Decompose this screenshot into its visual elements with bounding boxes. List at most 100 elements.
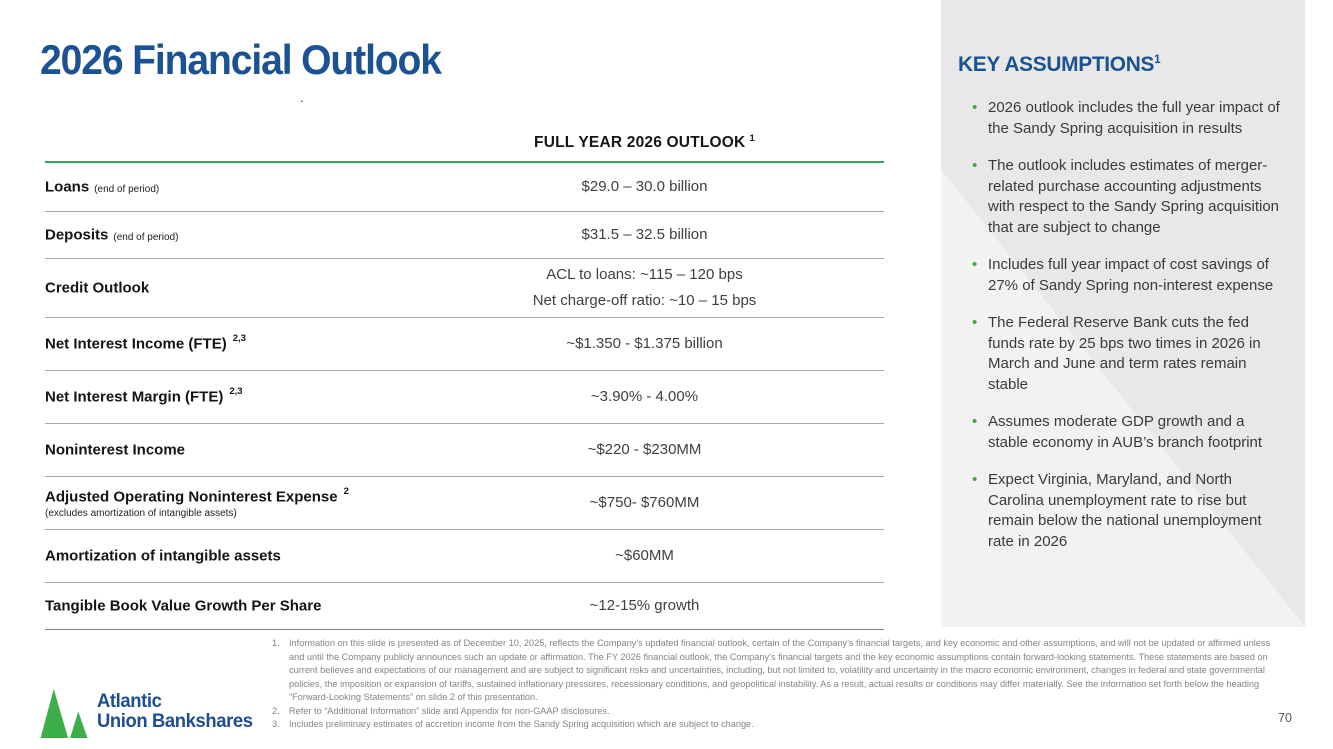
- bullet-icon: •: [972, 99, 978, 117]
- row-label-main: Adjusted Operating Noninterest Expense 2: [45, 485, 405, 506]
- footnote-ref: 1: [1154, 52, 1161, 66]
- assumption-text: Expect Virginia, Maryland, and North Car…: [988, 471, 1262, 550]
- assumption-item: • 2026 outlook includes the full year im…: [972, 98, 1285, 139]
- table-row: Net Interest Income (FTE) 2,3 ~$1.350 - $…: [45, 318, 884, 371]
- assumption-item: • Assumes moderate GDP growth and a stab…: [972, 412, 1285, 453]
- row-label: Net Interest Margin (FTE) 2,3: [45, 386, 405, 406]
- footnote-ref: 2,3: [229, 386, 243, 398]
- row-label-main: Noninterest Income: [45, 440, 405, 459]
- table-row: Deposits (end of period) $31.5 – 32.5 bil…: [45, 212, 884, 259]
- assumption-text: 2026 outlook includes the full year impa…: [988, 99, 1280, 137]
- row-value: $31.5 – 32.5 billion: [405, 222, 884, 248]
- row-label-text: Noninterest Income: [45, 441, 186, 459]
- bullet-icon: •: [972, 314, 978, 332]
- assumption-text: Includes full year impact of cost saving…: [988, 256, 1274, 294]
- footnote: 3. Includes preliminary estimates of acc…: [272, 718, 1280, 732]
- row-value: ~$220 - $230MM: [405, 437, 884, 463]
- row-value: ACL to loans: ~115 – 120 bps Net charge-o…: [405, 262, 884, 314]
- mountain-logo-icon: [40, 689, 88, 738]
- footnote-number: 1.: [272, 638, 280, 648]
- row-label-text: Net Interest Income (FTE): [45, 335, 227, 353]
- row-value-line: $29.0 – 30.0 billion: [581, 178, 708, 195]
- row-label-main: Net Interest Income (FTE) 2,3: [45, 333, 405, 353]
- assumption-text: The outlook includes estimates of merger…: [988, 157, 1279, 236]
- table-header-row: FULL YEAR 2026 OUTLOOK 1: [45, 125, 884, 163]
- row-label: Amortization of intangible assets: [45, 546, 405, 565]
- row-value: ~$1.350 - $1.375 billion: [405, 331, 884, 357]
- page-number: 70: [1278, 711, 1292, 725]
- assumption-text: Assumes moderate GDP growth and a stable…: [988, 413, 1263, 451]
- row-label-text: Loans: [45, 178, 90, 196]
- footnote-number: 2.: [272, 705, 280, 716]
- row-label: Net Interest Income (FTE) 2,3: [45, 333, 405, 353]
- row-label-note: (end of period): [94, 183, 160, 195]
- table-row: Credit Outlook ACL to loans: ~115 – 120 …: [45, 259, 884, 318]
- row-label: Adjusted Operating Noninterest Expense 2 …: [45, 485, 405, 520]
- footnote-text: Refer to “Additional Information” slide …: [289, 705, 610, 716]
- bullet-icon: •: [972, 471, 978, 489]
- row-label-text: Amortization of intangible assets: [45, 547, 281, 565]
- row-label: Tangible Book Value Growth Per Share: [45, 596, 405, 615]
- stray-period: .: [300, 90, 304, 105]
- row-value-line: ~12-15% growth: [589, 597, 700, 614]
- row-value-line: $31.5 – 32.5 billion: [581, 226, 708, 243]
- row-label-main: Amortization of intangible assets: [45, 546, 405, 565]
- row-value-line: ~$220 - $230MM: [587, 441, 702, 458]
- row-label-text: Deposits: [45, 226, 109, 244]
- footnote: 1. Information on this slide is presente…: [272, 637, 1280, 705]
- row-sublabel: (excludes amortization of intangible ass…: [45, 508, 237, 520]
- footnote-text: Includes preliminary estimates of accret…: [289, 719, 754, 729]
- page-title: 2026 Financial Outlook: [40, 36, 442, 83]
- row-label: Credit Outlook: [45, 278, 405, 297]
- footnotes: 1. Information on this slide is presente…: [272, 637, 1280, 732]
- outlook-table: FULL YEAR 2026 OUTLOOK 1 Loans (end of per…: [45, 125, 884, 630]
- key-assumptions-panel: KEY ASSUMPTIONS1 • 2026 outlook includes…: [941, 0, 1305, 627]
- table-row: Loans (end of period) $29.0 – 30.0 billio…: [45, 163, 884, 212]
- assumption-item: • Expect Virginia, Maryland, and North C…: [972, 470, 1285, 552]
- bullet-icon: •: [972, 157, 978, 175]
- key-assumptions-title: KEY ASSUMPTIONS1: [958, 52, 1275, 77]
- footnote-ref: 2,3: [232, 333, 246, 345]
- bullet-icon: •: [972, 256, 978, 274]
- assumption-item: • The Federal Reserve Bank cuts the fed …: [972, 313, 1285, 395]
- footnote-number: 3.: [272, 719, 280, 729]
- assumption-text: The Federal Reserve Bank cuts the fed fu…: [988, 314, 1261, 393]
- row-value: ~12-15% growth: [405, 593, 884, 619]
- row-value: ~$750- $760MM: [405, 490, 884, 516]
- row-value-line: ACL to loans: ~115 – 120 bps: [546, 266, 743, 283]
- row-label-text: Tangible Book Value Growth Per Share: [45, 597, 322, 615]
- row-value-line: ~$750- $760MM: [589, 494, 700, 511]
- assumption-item: • The outlook includes estimates of merg…: [972, 156, 1285, 238]
- table-header-text: FULL YEAR 2026 OUTLOOK: [534, 134, 746, 152]
- footnote-text: Information on this slide is presented a…: [289, 638, 1271, 702]
- row-label-text: Credit Outlook: [45, 279, 150, 297]
- table-row: Net Interest Margin (FTE) 2,3 ~3.90% - 4.…: [45, 371, 884, 424]
- row-value: ~3.90% - 4.00%: [405, 384, 884, 410]
- row-value: $29.0 – 30.0 billion: [405, 174, 884, 200]
- logo-line1: Atlantic: [97, 691, 162, 712]
- row-label-main: Loans (end of period): [45, 177, 405, 196]
- row-value-line: ~3.90% - 4.00%: [590, 388, 699, 405]
- bullet-icon: •: [972, 413, 978, 431]
- logo-line2: Union Bankshares: [97, 711, 253, 732]
- assumption-item: • Includes full year impact of cost savi…: [972, 255, 1285, 296]
- key-assumptions-text: KEY ASSUMPTIONS: [958, 52, 1155, 77]
- row-label-main: Tangible Book Value Growth Per Share: [45, 596, 405, 615]
- table-row: Adjusted Operating Noninterest Expense 2 …: [45, 477, 884, 530]
- footnote-ref: 1: [749, 133, 755, 145]
- row-label-text: Net Interest Margin (FTE): [45, 388, 224, 406]
- company-logo: Atlantic Union Bankshares: [40, 689, 257, 738]
- row-label-main: Credit Outlook: [45, 278, 405, 297]
- table-row: Noninterest Income ~$220 - $230MM: [45, 424, 884, 477]
- table-row: Tangible Book Value Growth Per Share ~12…: [45, 583, 884, 630]
- row-label-note: (end of period): [113, 231, 179, 243]
- row-label: Noninterest Income: [45, 440, 405, 459]
- assumption-list: • 2026 outlook includes the full year im…: [958, 98, 1285, 552]
- row-label: Loans (end of period): [45, 177, 405, 196]
- logo-text: Atlantic Union Bankshares: [97, 692, 253, 732]
- footnote-ref: 2: [343, 485, 349, 497]
- table-header-label: FULL YEAR 2026 OUTLOOK 1: [405, 133, 884, 152]
- row-value-line: ~$1.350 - $1.375 billion: [566, 335, 723, 352]
- table-row: Amortization of intangible assets ~$60MM: [45, 530, 884, 583]
